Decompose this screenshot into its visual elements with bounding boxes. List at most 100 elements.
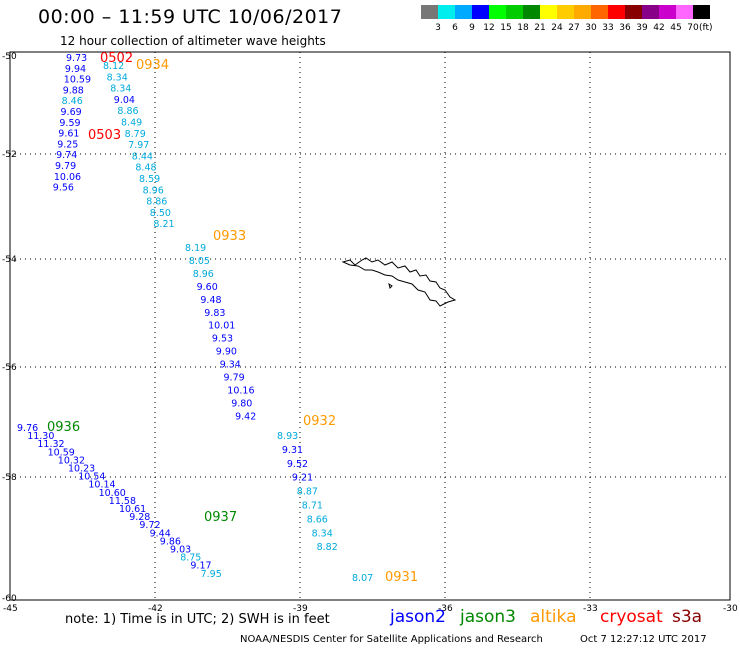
lon-label: -45 <box>3 604 18 614</box>
swh-value: 9.52 <box>287 459 308 470</box>
swh-value: 8.05 <box>189 256 210 267</box>
lat-lon-grid <box>10 52 730 600</box>
swh-value: 9.25 <box>57 139 78 150</box>
map-title: 00:00 – 11:59 UTC 10/06/2017 <box>38 6 343 28</box>
swh-value: 9.28 <box>129 512 150 523</box>
scale-swatch <box>676 5 693 19</box>
swh-value: 8.87 <box>297 487 318 498</box>
swh-value: 8.19 <box>185 243 206 254</box>
scale-unit: (ft) <box>699 23 713 33</box>
swh-value: 8.34 <box>107 72 128 83</box>
swh-value: 10.16 <box>227 385 254 396</box>
scale-label: 12 <box>483 23 495 33</box>
lat-label: -60 <box>2 594 17 604</box>
swh-value: 9.90 <box>216 347 237 358</box>
swh-value: 9.94 <box>65 64 86 75</box>
scale-label: 70 <box>687 23 699 33</box>
scale-swatch <box>455 5 472 19</box>
swh-value: 9.31 <box>282 445 303 456</box>
swh-value: 10.06 <box>54 172 81 183</box>
track-0932: 8.93 9.31 9.52 9.21 8.87 8.71 8.66 8.34 8.82 8.07… <box>277 414 373 584</box>
track-0503: 0503 <box>88 128 121 143</box>
swh-value: 9.60 <box>197 282 218 293</box>
swh-value: 9.21 <box>292 473 313 484</box>
swh-value: 9.59 <box>59 118 80 129</box>
scale-label: 24 <box>551 23 563 33</box>
credit-text: NOAA/NESDIS Center for Satellite Applica… <box>240 634 543 645</box>
swh-value: 11.32 <box>37 439 64 450</box>
footer-note: note: 1) Time is in UTC; 2) SWH is in fe… <box>65 612 330 627</box>
scale-label: 9 <box>469 23 475 33</box>
scale-label: 3 <box>435 23 441 33</box>
swh-value: 10.59 <box>64 75 91 86</box>
swh-value: 11.30 <box>27 431 54 442</box>
map-subtitle: 12 hour collection of altimeter wave hei… <box>60 34 326 48</box>
swh-value: 9.53 <box>212 334 233 345</box>
track-0934: 8.128.348.349.048.868.498.797.978.448.48… <box>103 58 175 230</box>
scale-label: 15 <box>500 23 512 33</box>
scale-label: 45 <box>670 23 682 33</box>
axis-labels: -50 -52 -54 -56 -58 -60-45 -42 -39 -36 -33 -30 <box>2 52 738 614</box>
scale-label: 33 <box>602 23 614 33</box>
satellite-legend-s3a: s3a <box>672 607 703 627</box>
map-frame <box>9 51 731 601</box>
lat-label: -52 <box>2 150 17 160</box>
swh-value: 9.74 <box>56 150 77 161</box>
swh-value: 9.79 <box>55 161 76 172</box>
pass-time-label: 0934 <box>136 58 169 73</box>
swh-value: 8.96 <box>143 185 164 196</box>
pass-time-label: 0502 <box>100 51 133 66</box>
swh-value: 9.04 <box>114 95 135 106</box>
scale-swatch <box>472 5 489 19</box>
swh-value: 9.48 <box>200 295 221 306</box>
swh-value: 9.88 <box>63 85 84 96</box>
scale-swatch <box>489 5 506 19</box>
scale-swatch <box>659 5 676 19</box>
satellite-legend-cryosat: cryosat <box>600 607 663 627</box>
scale-swatch <box>574 5 591 19</box>
swh-value: 10.32 <box>58 455 85 466</box>
satellite-legend-jason2: jason2 <box>390 607 446 627</box>
swh-value: 8.34 <box>110 84 131 95</box>
satellite-legend-altika: altika <box>530 607 577 627</box>
lat-label: -56 <box>2 363 17 373</box>
swh-value: 10.60 <box>99 488 126 499</box>
swh-value: 10.61 <box>119 504 146 515</box>
swh-value: 9.83 <box>204 308 225 319</box>
swh-value: 9.69 <box>61 107 82 118</box>
track-0502: 9.739.9410.599.888.469.699.599.619.259.7… <box>53 51 133 194</box>
swh-value: 9.73 <box>66 53 87 64</box>
swh-value: 8.34 <box>312 528 333 539</box>
lon-label: -33 <box>583 604 598 614</box>
scale-swatch <box>506 5 523 19</box>
track-0936: 9.7611.3011.3210.5910.3210.2310.5410.141… <box>17 420 222 580</box>
south-georgia-outline <box>341 257 457 307</box>
swh-value: 10.54 <box>78 472 105 483</box>
generation-timestamp: Oct 7 12:27:12 UTC 2017 <box>580 634 707 645</box>
swh-value: 9.17 <box>190 561 211 572</box>
swh-value: 8.50 <box>150 208 171 219</box>
swh-value: 9.44 <box>150 528 171 539</box>
lon-label: -42 <box>148 604 163 614</box>
swh-value: 8.48 <box>135 163 156 174</box>
swh-value: 8.07 <box>352 573 373 584</box>
scale-swatch <box>421 5 438 19</box>
scale-swatch <box>608 5 625 19</box>
swh-value: 10.23 <box>68 464 95 475</box>
swh-value: 9.03 <box>170 545 191 556</box>
scale-label: 30 <box>585 23 597 33</box>
swh-value: 9.42 <box>235 411 256 422</box>
scale-label: 39 <box>636 23 648 33</box>
swh-value: 8.79 <box>125 129 146 140</box>
satellite-legend-jason3: jason3 <box>460 607 516 627</box>
pass-time-label: 0931 <box>385 570 418 585</box>
pass-time-label: 0503 <box>88 128 121 143</box>
swh-value: 9.86 <box>160 536 181 547</box>
swh-value: 8.93 <box>277 431 298 442</box>
pass-time-label: 0937 <box>204 510 237 525</box>
lat-label: -54 <box>2 255 17 265</box>
swh-value: 8.12 <box>103 61 124 72</box>
swh-value: 9.34 <box>220 360 241 371</box>
swh-value: 8.86 <box>117 106 138 117</box>
